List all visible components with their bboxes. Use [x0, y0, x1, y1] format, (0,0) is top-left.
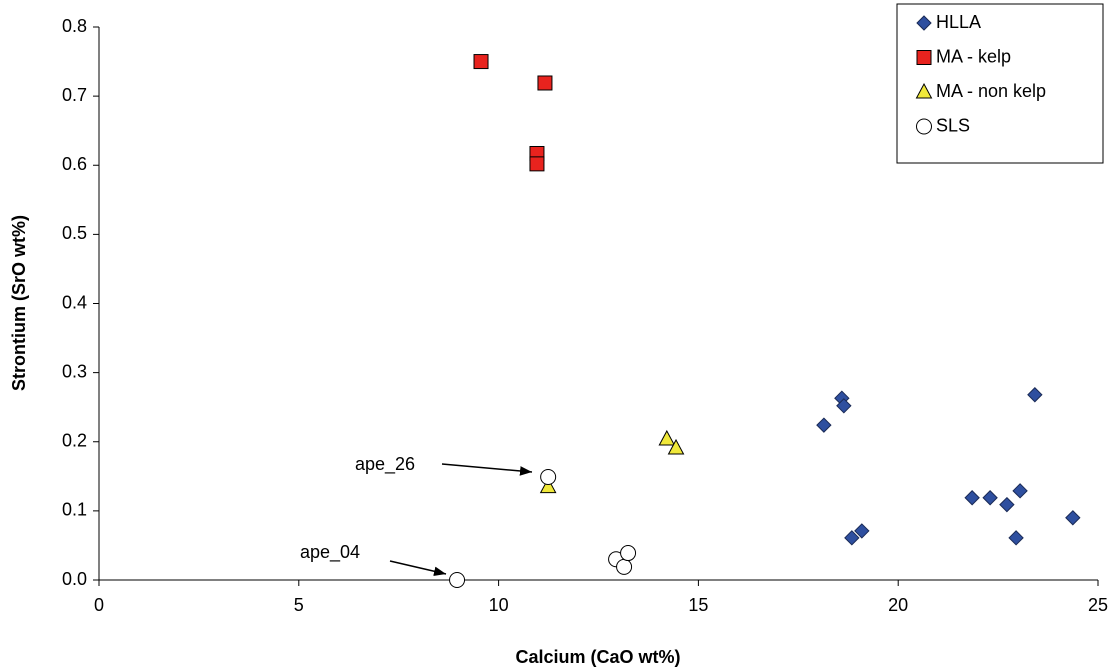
y-tick-label: 0.7 [62, 85, 87, 105]
legend-marker [916, 50, 932, 65]
y-tick-label: 0.4 [62, 292, 87, 312]
legend-marker [916, 15, 932, 31]
y-tick-label: 0.1 [62, 500, 87, 520]
data-point [449, 572, 466, 588]
data-point [540, 469, 557, 486]
data-point [982, 490, 998, 506]
data-point [473, 54, 489, 70]
data-point [667, 438, 685, 455]
data-point [844, 530, 860, 546]
annotation: ape_04 [300, 542, 360, 563]
data-point [999, 496, 1015, 513]
legend-marker [916, 118, 932, 135]
y-tick-label: 0.2 [62, 431, 87, 451]
data-point [964, 490, 980, 506]
legend-marker [915, 82, 933, 99]
legend-label: HLLA [936, 12, 981, 32]
annotation-arrow [389, 560, 447, 576]
legend-label: MA - non kelp [936, 81, 1046, 101]
annotation: ape_26 [355, 454, 415, 475]
data-point [1008, 530, 1024, 546]
x-tick-label: 25 [1088, 595, 1108, 615]
data-point [1027, 387, 1043, 403]
data-point [854, 523, 870, 539]
legend-box [896, 3, 1104, 164]
legend-label: SLS [936, 115, 970, 135]
data-point [620, 545, 637, 562]
x-axis-title: Calcium (CaO wt%) [515, 647, 680, 667]
data-point [1065, 510, 1081, 526]
data-point [658, 429, 676, 446]
y-tick-label: 0.5 [62, 223, 87, 243]
data-point [539, 477, 557, 494]
x-tick-label: 5 [294, 595, 304, 615]
data-point [616, 558, 633, 575]
x-tick-label: 10 [489, 595, 509, 615]
data-point [1012, 483, 1028, 499]
data-point [537, 75, 553, 91]
data-point [529, 156, 545, 172]
legend-label: MA - kelp [936, 46, 1011, 66]
y-tick-label: 0.0 [62, 569, 87, 589]
y-tick-label: 0.8 [62, 16, 87, 36]
x-tick-label: 20 [888, 595, 908, 615]
annotation-arrow [441, 463, 533, 476]
y-tick-label: 0.6 [62, 154, 87, 174]
x-tick-label: 15 [688, 595, 708, 615]
data-point [836, 398, 852, 414]
data-point [816, 417, 832, 433]
y-axis-title: Strontium (SrO wt%) [9, 215, 29, 391]
y-tick-label: 0.3 [62, 361, 87, 381]
x-tick-label: 0 [94, 595, 104, 615]
